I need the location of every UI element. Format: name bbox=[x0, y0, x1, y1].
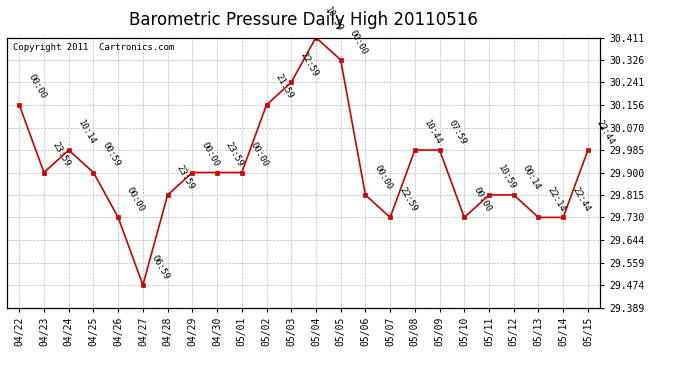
Text: Copyright 2011  Cartronics.com: Copyright 2011 Cartronics.com bbox=[13, 43, 174, 52]
Text: 10:14: 10:14 bbox=[76, 118, 97, 146]
Text: 22:44: 22:44 bbox=[570, 186, 591, 213]
Text: 22:14: 22:14 bbox=[545, 186, 566, 213]
Text: 23:59: 23:59 bbox=[175, 163, 196, 191]
Text: 00:00: 00:00 bbox=[199, 141, 221, 168]
Text: 00:59: 00:59 bbox=[100, 141, 121, 168]
Text: 10:59: 10:59 bbox=[323, 6, 344, 33]
Text: 22:44: 22:44 bbox=[595, 118, 616, 146]
Text: 22:59: 22:59 bbox=[298, 51, 319, 78]
Text: 00:00: 00:00 bbox=[373, 163, 393, 191]
Text: 00:00: 00:00 bbox=[348, 28, 369, 56]
Text: 21:59: 21:59 bbox=[273, 73, 295, 101]
Text: 00:00: 00:00 bbox=[248, 141, 270, 168]
Text: 00:14: 00:14 bbox=[521, 163, 542, 191]
Text: 00:00: 00:00 bbox=[26, 73, 48, 101]
Text: 23:59: 23:59 bbox=[51, 141, 72, 168]
Text: 00:00: 00:00 bbox=[471, 186, 493, 213]
Text: Barometric Pressure Daily High 20110516: Barometric Pressure Daily High 20110516 bbox=[129, 11, 478, 29]
Text: 23:59: 23:59 bbox=[224, 141, 245, 168]
Text: 10:59: 10:59 bbox=[496, 163, 518, 191]
Text: 07:59: 07:59 bbox=[446, 118, 468, 146]
Text: 22:59: 22:59 bbox=[397, 186, 418, 213]
Text: 06:59: 06:59 bbox=[150, 253, 171, 281]
Text: 10:44: 10:44 bbox=[422, 118, 443, 146]
Text: 00:00: 00:00 bbox=[125, 186, 146, 213]
